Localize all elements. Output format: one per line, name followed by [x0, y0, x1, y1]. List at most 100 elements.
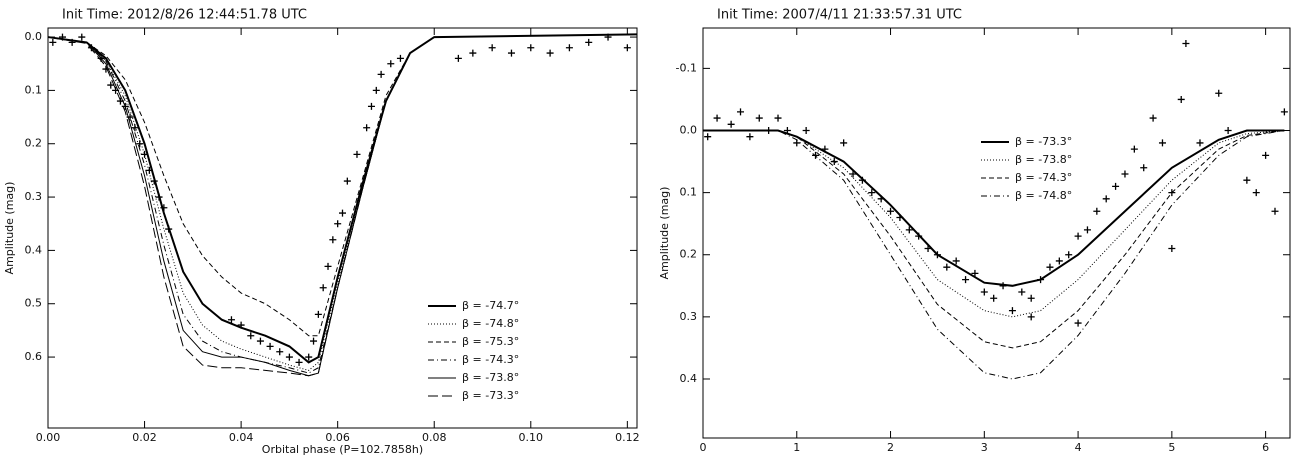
y-tick-label: 0.0	[680, 124, 698, 137]
data-point	[802, 127, 810, 134]
data-point	[145, 166, 153, 174]
data-point	[367, 102, 375, 110]
data-point	[78, 33, 86, 41]
data-point	[943, 263, 951, 271]
y-tick-label: 0.1	[680, 186, 698, 199]
data-point	[237, 321, 245, 329]
model-curve	[703, 130, 1285, 380]
data-point	[1196, 139, 1204, 147]
model-curve	[47, 33, 638, 377]
data-point	[1224, 127, 1232, 134]
x-tick-label: 6	[1262, 441, 1269, 454]
data-point	[1018, 288, 1026, 296]
data-point	[1083, 226, 1091, 234]
data-point	[1008, 307, 1016, 315]
model-curve	[703, 130, 1285, 318]
data-point	[266, 342, 274, 350]
data-point	[334, 220, 342, 228]
data-point	[821, 145, 829, 153]
x-tick-label: 0.00	[36, 431, 61, 444]
plot-frame	[702, 27, 1291, 439]
model-curve	[47, 33, 638, 337]
data-point	[727, 120, 735, 128]
x-tick-label: 0.12	[615, 431, 640, 444]
x-tick-label: 0	[700, 441, 707, 454]
data-point	[737, 108, 745, 116]
plot-frame	[47, 27, 638, 429]
data-point	[1140, 164, 1148, 172]
data-point	[112, 86, 120, 94]
data-point	[896, 213, 904, 221]
data-point	[1065, 251, 1073, 259]
data-point	[858, 176, 866, 184]
data-point	[793, 139, 801, 147]
model-curve	[703, 130, 1285, 349]
data-point	[1027, 313, 1035, 321]
data-point	[247, 332, 255, 340]
data-point	[121, 102, 129, 110]
data-point	[999, 282, 1007, 290]
data-point	[141, 150, 149, 158]
data-point	[136, 140, 144, 148]
data-point	[1177, 95, 1185, 103]
data-point	[704, 133, 712, 141]
legend-label: β = -73.8°	[1015, 153, 1072, 166]
data-point	[107, 81, 115, 89]
y-axis-label: Amplitude (mag)	[658, 187, 671, 280]
y-tick-label: 0.1	[25, 83, 43, 96]
data-point	[585, 38, 593, 46]
y-tick-label: -0.1	[676, 61, 697, 74]
data-point	[1262, 151, 1270, 159]
data-point	[755, 114, 763, 122]
data-point	[1149, 114, 1157, 122]
data-point	[102, 65, 110, 73]
model-curve	[47, 33, 638, 364]
data-point	[276, 348, 284, 356]
data-point	[1074, 232, 1082, 240]
data-point	[565, 44, 573, 52]
data-point	[849, 170, 857, 178]
x-tick-label: 0.06	[325, 431, 350, 444]
data-point	[68, 38, 76, 46]
data-point	[305, 353, 313, 361]
chart-title: Init Time: 2007/4/11 21:33:57.31 UTC	[717, 8, 962, 23]
data-point	[1280, 108, 1288, 116]
data-point	[1093, 207, 1101, 215]
x-tick-label: 0.08	[422, 431, 447, 444]
data-point	[746, 133, 754, 141]
x-tick-label: 5	[1168, 441, 1175, 454]
x-tick-label: 0.04	[229, 431, 254, 444]
data-point	[1074, 319, 1082, 327]
y-tick-label: 0.3	[680, 310, 698, 323]
data-point	[952, 257, 960, 265]
y-tick-label: 0.5	[25, 297, 43, 310]
model-curve	[47, 33, 638, 377]
data-point	[877, 195, 885, 203]
data-point	[765, 127, 773, 134]
data-point	[1130, 145, 1138, 153]
data-point	[58, 33, 66, 41]
data-point	[387, 60, 395, 68]
y-tick-label: 0.2	[25, 137, 43, 150]
legend-label: β = -74.8°	[462, 317, 519, 330]
y-axis-label: Amplitude (mag)	[3, 182, 16, 275]
legend-label: β = -74.8°	[1015, 189, 1072, 202]
data-point	[343, 177, 351, 185]
chart-title: Init Time: 2012/8/26 12:44:51.78 UTC	[62, 8, 307, 23]
x-tick-label: 0.02	[132, 431, 157, 444]
data-point	[1037, 276, 1045, 284]
data-point	[962, 276, 970, 284]
data-point	[1112, 182, 1120, 190]
data-point	[314, 310, 322, 318]
data-point	[160, 204, 168, 212]
data-point	[1243, 176, 1251, 184]
x-axis-label: Orbital phase (P=102.7858h)	[262, 443, 423, 455]
data-point	[372, 86, 380, 94]
data-point	[1055, 257, 1063, 265]
data-point	[126, 113, 134, 121]
data-point	[256, 337, 264, 345]
data-point	[339, 209, 346, 217]
y-tick-label: 0.6	[25, 350, 43, 363]
